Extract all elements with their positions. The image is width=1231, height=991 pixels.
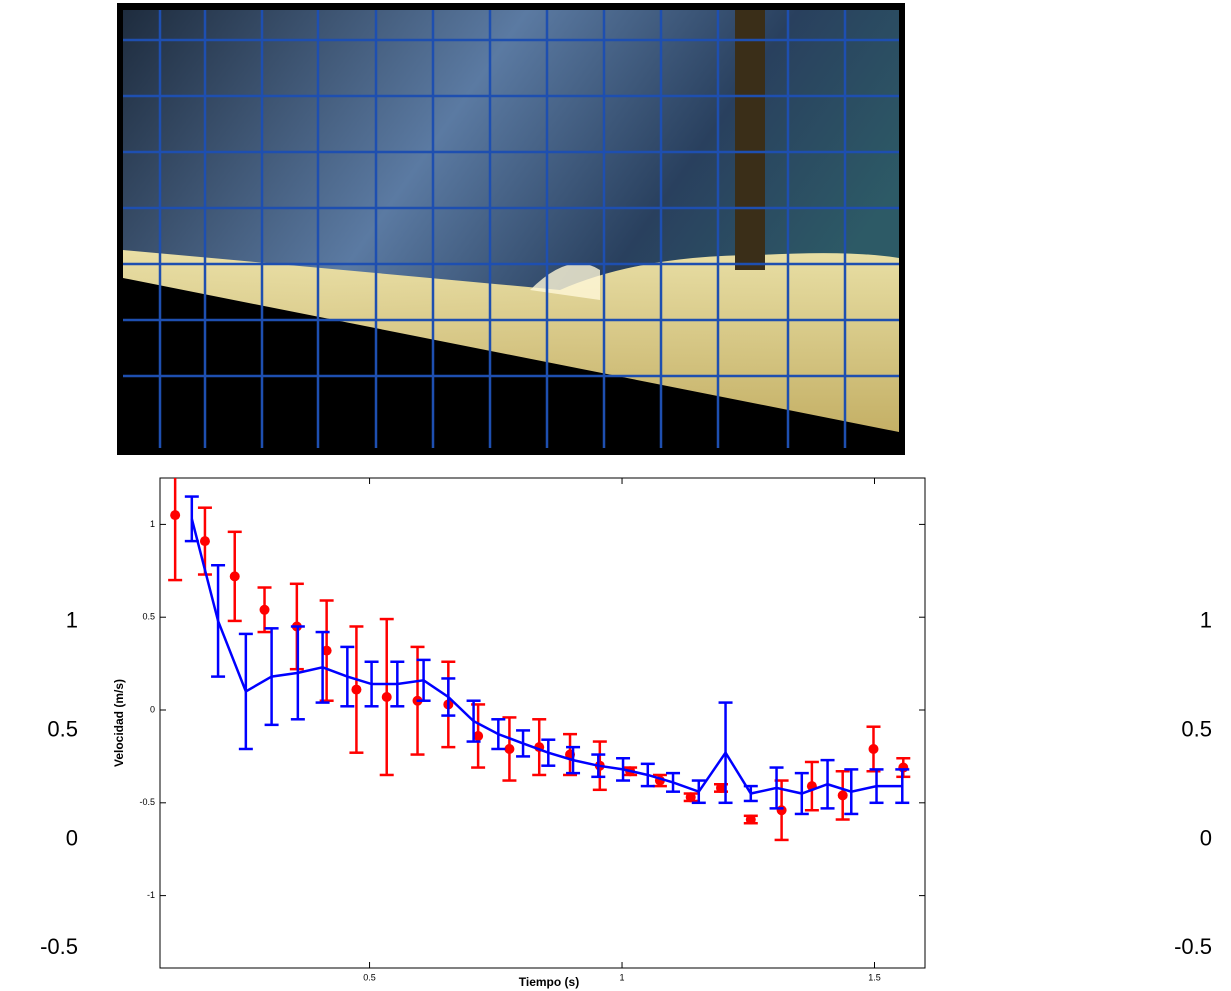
data-point: [716, 782, 726, 793]
data-point: [199, 536, 210, 547]
error-bar: [691, 779, 706, 805]
y2-tick-label: 0.5: [47, 716, 78, 741]
x-axis-label: Tiempo (s): [519, 975, 579, 989]
error-bar: [211, 563, 226, 678]
y2-tick-label: 0.5: [1181, 716, 1212, 741]
plot-frame: [159, 477, 926, 969]
y-tick-label: -0.5: [139, 797, 155, 807]
data-point: [259, 604, 270, 615]
data-point: [381, 692, 392, 703]
error-bar: [491, 718, 506, 751]
data-point: [229, 571, 240, 582]
photo: [117, 3, 905, 455]
y2-tick-label: 1: [1200, 608, 1212, 633]
data-point: [170, 510, 181, 521]
data-point: [321, 645, 332, 656]
plot-area: [168, 478, 911, 842]
error-bar: [895, 768, 910, 805]
data-point: [473, 730, 484, 741]
error-bar: [640, 762, 655, 788]
y2-tick-label: -0.5: [40, 934, 78, 959]
x-tick-label: 1.5: [868, 972, 881, 982]
y-axis-label: Velocidad (m/s): [112, 679, 126, 767]
error-bar: [718, 701, 733, 805]
y2-tick-label: -0.5: [1174, 934, 1212, 959]
y2-tick-label: 1: [66, 608, 78, 633]
error-bar: [238, 632, 253, 751]
data-point: [776, 805, 787, 816]
error-bar: [416, 658, 431, 702]
error-bar: [794, 771, 809, 816]
error-bar: [616, 757, 631, 782]
error-bar: [315, 630, 330, 704]
y-tick-label: -1: [147, 890, 155, 900]
error-bar: [769, 766, 784, 810]
error-bar: [541, 738, 556, 767]
error-bar: [820, 758, 835, 810]
error-bar: [844, 768, 859, 816]
error-bar: [364, 660, 379, 708]
x-tick-label: 1: [620, 972, 625, 982]
error-bar: [566, 745, 581, 775]
error-bar: [466, 699, 481, 743]
error-bar: [516, 729, 531, 758]
y-tick-label: 0: [150, 704, 155, 714]
error-bar: [340, 645, 355, 708]
error-bar: [591, 753, 606, 779]
y2-tick-label: 0: [1200, 825, 1212, 850]
y-tick-label: 1: [150, 519, 155, 529]
error-bar: [290, 625, 305, 721]
error-bar: [441, 677, 456, 717]
error-bar: [264, 627, 279, 727]
error-bar: [869, 768, 884, 805]
data-point: [868, 743, 879, 754]
error-bar: [390, 660, 405, 708]
data-point: [685, 792, 696, 803]
error-bar: [743, 784, 758, 803]
data-point: [745, 814, 756, 825]
y2-tick-label: 0: [66, 825, 78, 850]
error-bar: [184, 495, 199, 543]
y-tick-label: 0.5: [142, 612, 155, 622]
data-point: [504, 743, 515, 754]
data-point: [351, 684, 362, 695]
x-tick-label: 0.5: [363, 972, 376, 982]
data-point: [837, 790, 848, 801]
error-bar: [666, 771, 681, 793]
